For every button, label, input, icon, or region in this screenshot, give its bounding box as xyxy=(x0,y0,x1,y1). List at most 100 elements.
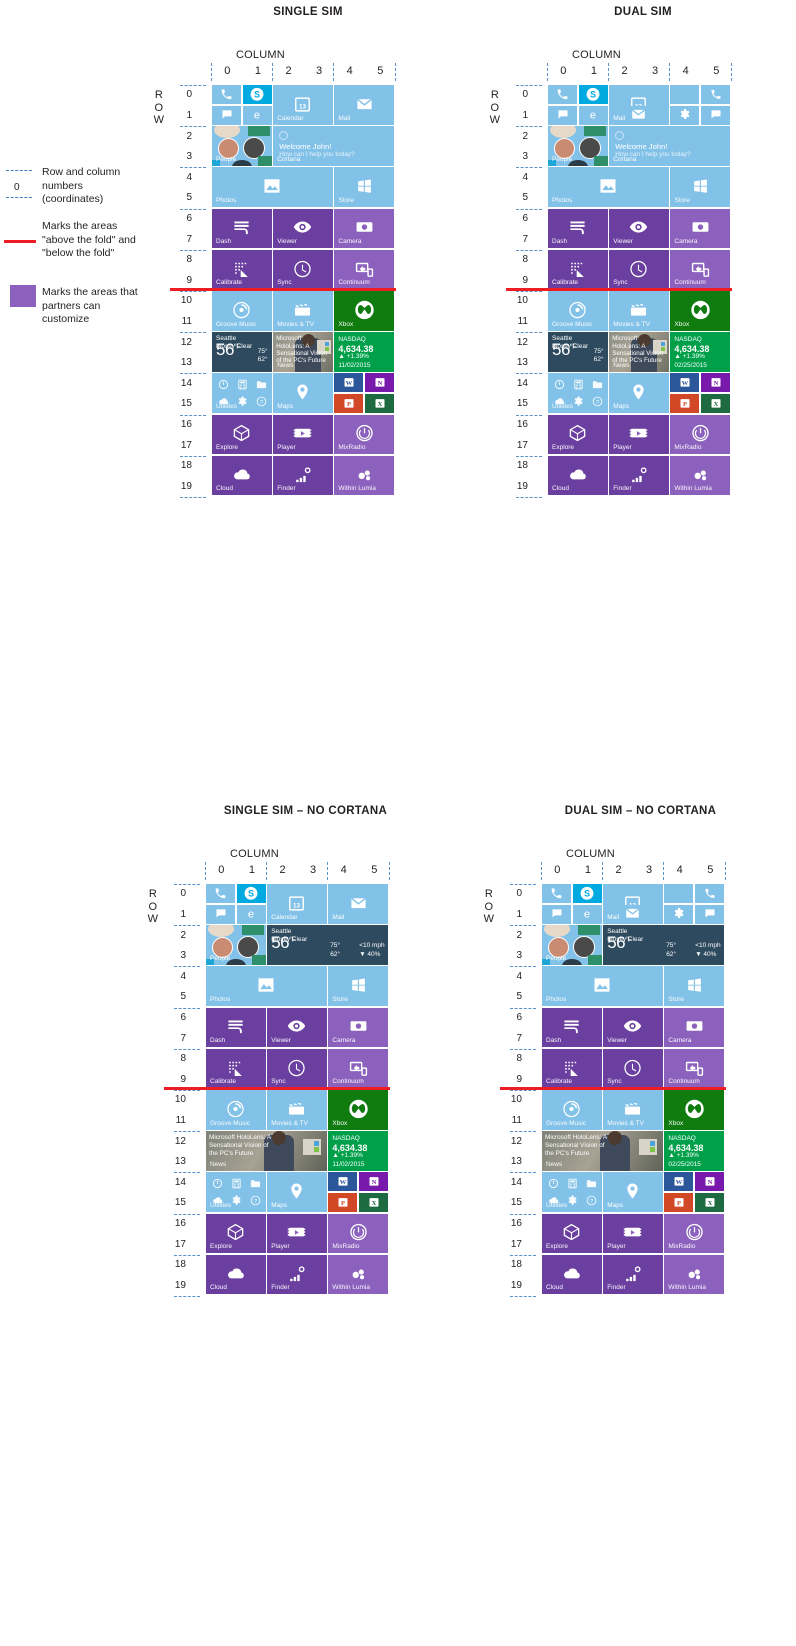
tile-photos[interactable]: Photos xyxy=(548,167,669,207)
tile-calendar2[interactable] xyxy=(670,85,700,104)
tile-powerpoint[interactable]: P xyxy=(670,394,700,413)
tile-xbox[interactable]: Xbox xyxy=(664,1090,724,1130)
tile-finder[interactable]: Finder xyxy=(609,455,669,496)
tile-sync[interactable]: Sync xyxy=(603,1048,663,1089)
tile-phone[interactable] xyxy=(548,85,577,104)
tile-mixradio[interactable]: MixRadio xyxy=(328,1213,388,1254)
tile-calibrate[interactable]: Calibrate xyxy=(542,1048,602,1089)
tile-excel[interactable]: X xyxy=(359,1193,388,1212)
tile-skype[interactable]: S xyxy=(242,85,272,104)
tile-people[interactable]: People xyxy=(548,126,608,166)
tile-photos[interactable]: Photos xyxy=(212,167,333,207)
tile-viewer[interactable]: Viewer xyxy=(267,1007,327,1048)
tile-mixradio[interactable]: MixRadio xyxy=(670,414,730,455)
tile-news[interactable]: Microsoft HoloLens: A Sensational Vision… xyxy=(273,332,333,372)
tile-continuum[interactable]: Continuum xyxy=(334,249,394,290)
tile-utilities[interactable]: ? Utilities xyxy=(212,373,272,413)
tile-within-lumia[interactable]: Within Lumia xyxy=(334,455,394,496)
tile-news[interactable]: Microsoft HoloLens: A Sensational Vision… xyxy=(609,332,669,372)
tile-cloud[interactable]: Cloud xyxy=(542,1254,602,1295)
tile-explore[interactable]: Explore xyxy=(206,1213,266,1254)
tile-store[interactable]: Store xyxy=(664,966,724,1006)
tile-calibrate[interactable]: Calibrate xyxy=(548,249,608,290)
tile-skype[interactable]: S xyxy=(236,884,266,903)
tile-camera[interactable]: Camera xyxy=(328,1007,388,1048)
tile-dash[interactable]: Dash xyxy=(548,208,608,249)
tile-dash[interactable]: Dash xyxy=(542,1007,602,1048)
tile-people[interactable]: People xyxy=(206,925,266,965)
tile-within-lumia[interactable]: Within Lumia xyxy=(328,1254,388,1295)
tile-groove-music[interactable]: Groove Music xyxy=(206,1090,266,1130)
tile-photos[interactable]: Photos xyxy=(542,966,663,1006)
tile-within-lumia[interactable]: Within Lumia xyxy=(664,1254,724,1295)
tile-onenote[interactable]: N xyxy=(695,1172,724,1192)
tile-messaging[interactable] xyxy=(701,105,730,125)
tile-finder[interactable]: Finder xyxy=(603,1254,663,1295)
tile-onenote[interactable]: N xyxy=(359,1172,388,1192)
tile-xbox[interactable]: Xbox xyxy=(328,1090,388,1130)
tile-messaging[interactable] xyxy=(695,904,724,924)
tile-messaging[interactable] xyxy=(206,904,235,924)
tile-camera[interactable]: Camera xyxy=(334,208,394,249)
tile-player[interactable]: Player xyxy=(267,1213,327,1254)
tile-viewer[interactable]: Viewer xyxy=(273,208,333,249)
tile-within-lumia[interactable]: Within Lumia xyxy=(670,455,730,496)
tile-maps[interactable]: Maps xyxy=(603,1172,663,1212)
tile-movies-tv[interactable]: Movies & TV xyxy=(609,291,669,331)
tile-player[interactable]: Player xyxy=(273,414,333,455)
tile-phone[interactable] xyxy=(212,85,241,104)
tile-people[interactable]: People xyxy=(212,126,272,166)
tile-mail[interactable]: Mail xyxy=(334,85,394,125)
tile-x[interactable]: Seattle Mostly Clear 56°F 75° 62° xyxy=(548,332,608,372)
tile-photos[interactable]: Photos xyxy=(206,966,327,1006)
tile-cloud[interactable]: Cloud xyxy=(548,455,608,496)
tile-store[interactable]: Store xyxy=(328,966,388,1006)
tile-mail[interactable]: Mail xyxy=(609,105,669,125)
tile-calendar[interactable]: 13 Calendar xyxy=(273,85,333,125)
tile-word[interactable]: W xyxy=(334,373,364,393)
tile-x[interactable]: Seattle Mostly Clear 56°F 75° 62° xyxy=(212,332,272,372)
tile-edge[interactable]: e xyxy=(236,904,266,924)
tile-word[interactable]: W xyxy=(664,1172,694,1192)
tile-edge[interactable]: e xyxy=(242,105,272,125)
tile-utilities[interactable]: ? Utilities xyxy=(548,373,608,413)
tile-finder[interactable]: Finder xyxy=(267,1254,327,1295)
tile-phone[interactable] xyxy=(542,884,571,903)
tile-powerpoint[interactable]: P xyxy=(334,394,364,413)
tile-x[interactable]: Seattle Mostly Clear 56°F 75° 62° <10 mph ▼ 40… xyxy=(267,925,388,965)
tile-onenote[interactable]: N xyxy=(365,373,394,393)
tile-maps[interactable]: Maps xyxy=(609,373,669,413)
tile-groove-music[interactable]: Groove Music xyxy=(542,1090,602,1130)
tile-groove-music[interactable]: Groove Music xyxy=(212,291,272,331)
tile-messaging[interactable] xyxy=(212,105,241,125)
tile-camera[interactable]: Camera xyxy=(670,208,730,249)
tile-news[interactable]: Microsoft HoloLens: A Sensational Vision… xyxy=(206,1131,327,1171)
tile-explore[interactable]: Explore xyxy=(548,414,608,455)
tile-store[interactable]: Store xyxy=(670,167,730,207)
tile-viewer[interactable]: Viewer xyxy=(603,1007,663,1048)
tile-calibrate[interactable]: Calibrate xyxy=(206,1048,266,1089)
tile-sync[interactable]: Sync xyxy=(267,1048,327,1089)
tile-news[interactable]: Microsoft HoloLens: A Sensational Vision… xyxy=(542,1131,663,1171)
tile-excel[interactable]: X xyxy=(695,1193,724,1212)
tile-word[interactable]: W xyxy=(328,1172,358,1192)
tile-skype[interactable]: S xyxy=(572,884,602,903)
tile-calibrate[interactable]: Calibrate xyxy=(212,249,272,290)
tile-mail[interactable]: Mail xyxy=(328,884,388,924)
tile-cortana[interactable]: Welcome John! How can I help you today? Co… xyxy=(273,126,394,166)
tile-continuum[interactable]: Continuum xyxy=(328,1048,388,1089)
tile-phone[interactable] xyxy=(695,884,724,903)
tile-x[interactable]: NASDAQ 4,634.38 ▲ +1.39% 02/25/2015 xyxy=(664,1131,724,1171)
tile-messaging[interactable] xyxy=(548,105,577,125)
tile-continuum[interactable]: Continuum xyxy=(664,1048,724,1089)
tile-utilities[interactable]: ? Utilities xyxy=(542,1172,602,1212)
tile-cloud[interactable]: Cloud xyxy=(212,455,272,496)
tile-powerpoint[interactable]: P xyxy=(664,1193,694,1212)
tile-dash[interactable]: Dash xyxy=(212,208,272,249)
tile-skype[interactable]: S xyxy=(578,85,608,104)
tile-continuum[interactable]: Continuum xyxy=(670,249,730,290)
tile-calendar[interactable]: 13 Calendar xyxy=(267,884,327,924)
tile-x[interactable]: Seattle Mostly Clear 56°F 75° 62° <10 mph ▼ 40… xyxy=(603,925,724,965)
tile-calendar2[interactable] xyxy=(664,884,694,903)
tile-edge[interactable]: e xyxy=(578,105,608,125)
